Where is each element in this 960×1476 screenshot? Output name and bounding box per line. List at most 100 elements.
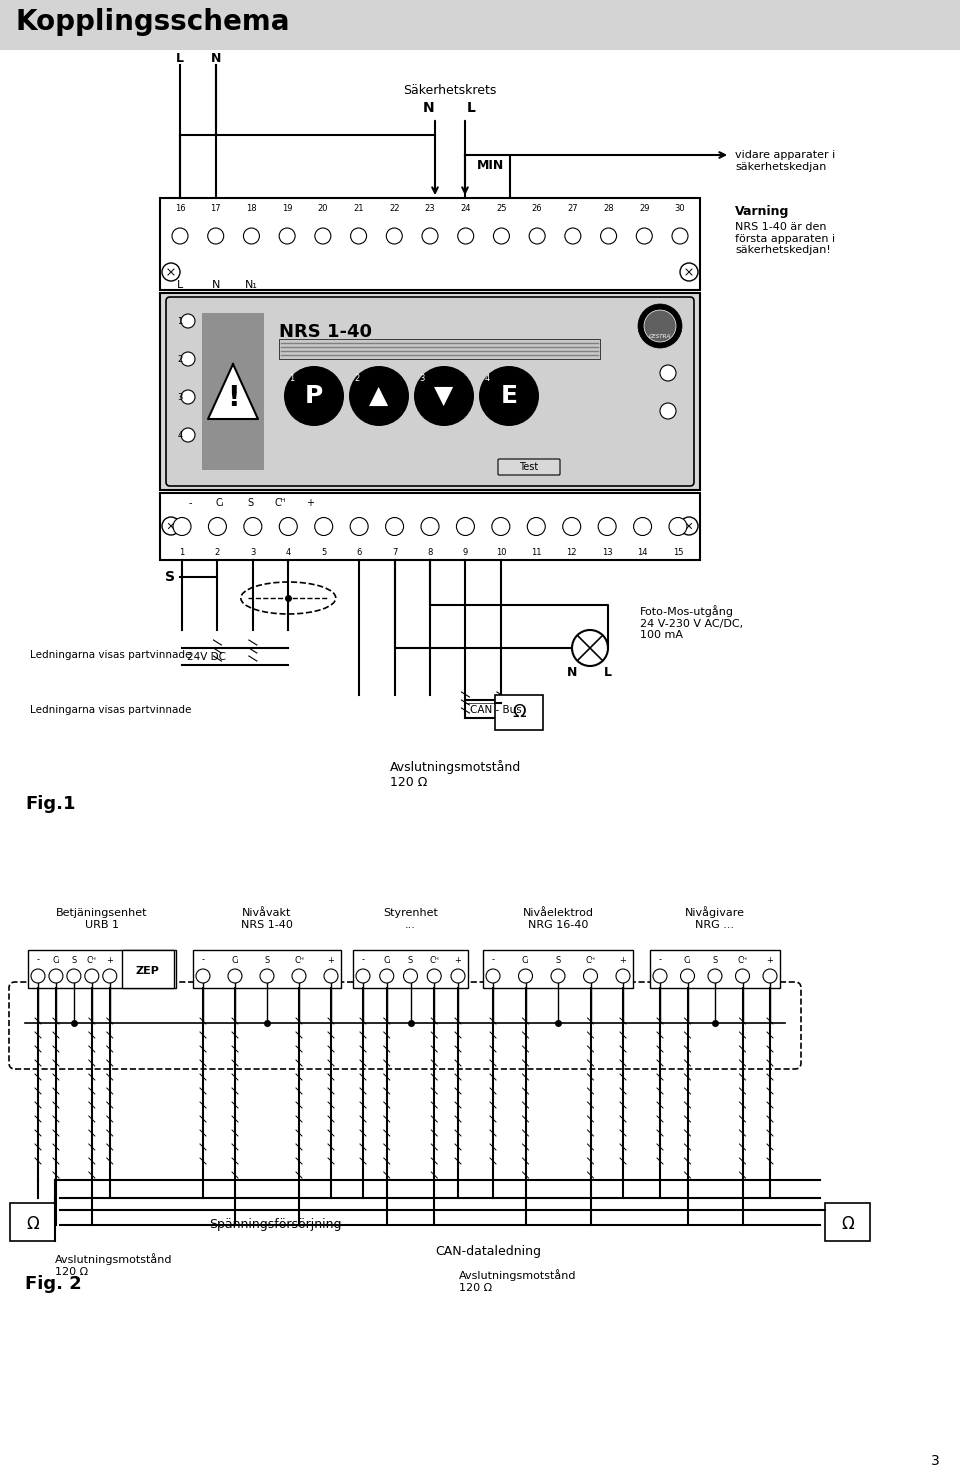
Text: L: L [177, 280, 183, 289]
Text: 19: 19 [282, 204, 293, 213]
Circle shape [422, 227, 438, 244]
Circle shape [84, 970, 99, 983]
Text: Varning: Varning [735, 205, 789, 218]
Text: N: N [211, 280, 220, 289]
Circle shape [162, 263, 180, 280]
Circle shape [638, 304, 682, 348]
Text: Nivågivare
NRG ...: Nivågivare NRG ... [685, 906, 745, 930]
Circle shape [660, 365, 676, 381]
Circle shape [292, 970, 306, 983]
Text: 13: 13 [602, 548, 612, 556]
Circle shape [67, 970, 81, 983]
Bar [650, 951, 780, 987]
Circle shape [244, 227, 259, 244]
Text: N₁: N₁ [245, 280, 258, 289]
Text: 1: 1 [178, 316, 182, 326]
Text: 1: 1 [180, 548, 184, 556]
Text: 2: 2 [215, 548, 220, 556]
Circle shape [315, 518, 333, 536]
Circle shape [244, 518, 262, 536]
Circle shape [763, 970, 777, 983]
Text: L: L [604, 666, 612, 679]
Circle shape [421, 518, 439, 536]
Text: Cᴴ: Cᴴ [275, 497, 286, 508]
Circle shape [260, 970, 274, 983]
Circle shape [279, 518, 298, 536]
Text: Cᴴ: Cᴴ [586, 955, 595, 964]
Text: 28: 28 [603, 204, 613, 213]
Text: Fig. 2: Fig. 2 [25, 1275, 82, 1293]
Circle shape [181, 428, 195, 441]
Text: 8: 8 [427, 548, 433, 556]
Text: Cₗ: Cₗ [52, 955, 60, 964]
Text: E: E [500, 384, 517, 407]
Circle shape [644, 310, 676, 342]
Circle shape [386, 227, 402, 244]
Text: Kopplingsschema: Kopplingsschema [15, 7, 290, 35]
Text: 6: 6 [356, 548, 362, 556]
Text: 29: 29 [639, 204, 650, 213]
Bar [495, 695, 543, 731]
Text: 27: 27 [567, 204, 578, 213]
Text: 30: 30 [675, 204, 685, 213]
Text: 20: 20 [318, 204, 328, 213]
Text: Cₗ: Cₗ [231, 955, 239, 964]
Text: ▼: ▼ [434, 384, 454, 407]
Circle shape [350, 518, 368, 536]
Bar [160, 294, 700, 490]
Circle shape [386, 518, 403, 536]
Circle shape [669, 518, 687, 536]
Circle shape [563, 518, 581, 536]
Text: CAN-dataledning: CAN-dataledning [436, 1244, 541, 1258]
Text: Nivåelektrod
NRG 16-40: Nivåelektrod NRG 16-40 [522, 908, 593, 930]
Circle shape [680, 263, 698, 280]
Circle shape [584, 970, 597, 983]
Circle shape [529, 227, 545, 244]
Circle shape [172, 227, 188, 244]
Text: 25: 25 [496, 204, 507, 213]
Text: -: - [188, 497, 192, 508]
Bar [10, 1203, 55, 1241]
Circle shape [456, 518, 474, 536]
Bar [193, 951, 341, 987]
Circle shape [518, 970, 533, 983]
Text: +: + [455, 955, 462, 964]
Polygon shape [208, 365, 258, 419]
Text: N: N [423, 100, 435, 115]
Text: NRS 1-40 är den
första apparaten i
säkerhetskedjan!: NRS 1-40 är den första apparaten i säker… [735, 221, 835, 255]
Text: ▲: ▲ [370, 384, 389, 407]
Circle shape [636, 227, 652, 244]
Text: 4: 4 [178, 431, 182, 440]
Text: Test: Test [519, 462, 539, 472]
Circle shape [708, 970, 722, 983]
Text: !: ! [227, 384, 239, 412]
Text: Betjäningsenhet
URB 1: Betjäningsenhet URB 1 [57, 908, 148, 930]
Text: 7: 7 [392, 548, 397, 556]
Text: L: L [467, 100, 475, 115]
Circle shape [634, 518, 652, 536]
Circle shape [616, 970, 630, 983]
Text: Avslutningsmotstånd
120 Ω: Avslutningsmotstånd 120 Ω [459, 1269, 576, 1293]
Circle shape [356, 970, 370, 983]
Text: -: - [492, 955, 494, 964]
Text: 2: 2 [354, 373, 360, 382]
Text: S: S [247, 497, 253, 508]
Circle shape [493, 227, 510, 244]
Text: +: + [107, 955, 113, 964]
Circle shape [208, 518, 227, 536]
Circle shape [601, 227, 616, 244]
Text: CAN - Bus: CAN - Bus [470, 706, 522, 714]
Text: Cₗ: Cₗ [684, 955, 691, 964]
Circle shape [681, 970, 694, 983]
Text: Spänningsförsörjning: Spänningsförsörjning [209, 1218, 342, 1231]
Text: 24: 24 [461, 204, 471, 213]
Text: 14: 14 [637, 548, 648, 556]
Text: vidare apparater i
säkerhetskedjan: vidare apparater i säkerhetskedjan [735, 151, 835, 171]
Text: 15: 15 [673, 548, 684, 556]
Circle shape [181, 351, 195, 366]
Circle shape [458, 227, 473, 244]
Text: -: - [362, 955, 365, 964]
Circle shape [196, 970, 210, 983]
Circle shape [350, 227, 367, 244]
Text: 3: 3 [931, 1454, 940, 1469]
